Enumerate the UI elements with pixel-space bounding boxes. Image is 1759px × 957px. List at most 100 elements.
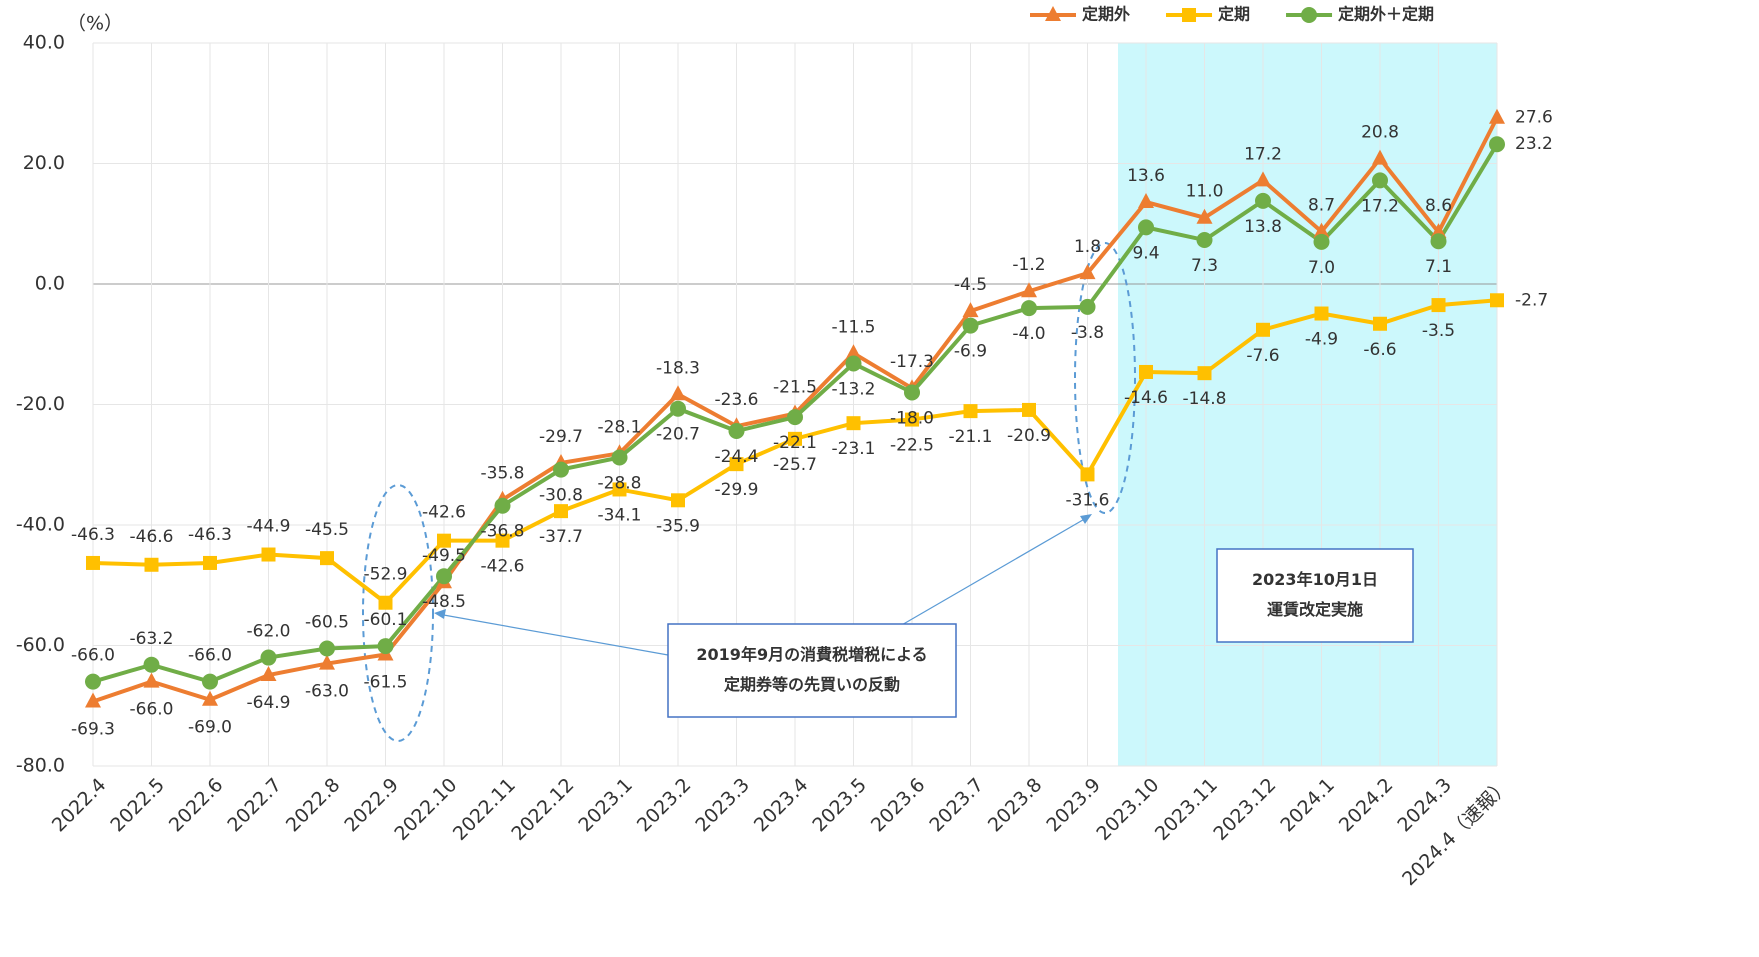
highlight-ellipse [362, 484, 434, 742]
annotation-box [1216, 548, 1414, 643]
data-label: -23.1 [832, 439, 876, 459]
marker [1490, 293, 1504, 308]
data-label: -35.9 [656, 516, 700, 536]
marker [1021, 300, 1037, 317]
data-label: 7.0 [1308, 258, 1335, 278]
marker [1022, 402, 1036, 417]
data-label: -21.1 [949, 427, 993, 447]
marker [260, 666, 277, 682]
data-label: 8.7 [1308, 196, 1335, 216]
data-label: -62.0 [247, 622, 291, 642]
marker [670, 385, 686, 401]
x-tick-label: 2022.8 [282, 774, 345, 837]
marker [1489, 136, 1505, 153]
data-label: -42.6 [481, 557, 525, 577]
data-label: -64.9 [247, 693, 291, 713]
data-label: -45.5 [305, 520, 349, 540]
data-label: -66.0 [71, 646, 115, 666]
data-label: -4.0 [1012, 324, 1045, 344]
data-label: -21.5 [773, 378, 817, 398]
marker [1489, 108, 1505, 124]
marker [1079, 264, 1096, 280]
data-label: -14.6 [1124, 388, 1168, 408]
y-tick-label: 0.0 [35, 273, 65, 295]
marker [1079, 298, 1096, 315]
data-label: -49.5 [422, 546, 466, 566]
data-label: -4.5 [954, 275, 987, 295]
x-tick-label: 2022.6 [165, 774, 228, 837]
data-label: 11.0 [1186, 182, 1224, 202]
marker [1021, 282, 1037, 298]
legend-label: 定期外 [1081, 5, 1130, 24]
marker [144, 557, 159, 572]
annotation-box [667, 623, 957, 718]
marker [85, 673, 101, 690]
marker [671, 493, 685, 508]
data-label: -60.1 [364, 610, 408, 630]
data-label: -14.8 [1183, 389, 1227, 409]
data-label: 17.2 [1244, 144, 1282, 164]
data-label: 20.8 [1361, 123, 1399, 143]
marker [203, 555, 217, 570]
x-tick-label: 2023.6 [867, 774, 930, 837]
data-label: -18.0 [890, 408, 934, 428]
marker [436, 568, 452, 585]
data-label: -13.2 [832, 380, 876, 400]
marker [437, 533, 451, 548]
marker [202, 690, 218, 706]
y-tick-label: -60.0 [16, 634, 65, 656]
marker [1301, 7, 1318, 23]
marker [1430, 233, 1447, 250]
arrow [899, 516, 1089, 627]
marker [1313, 233, 1330, 250]
data-label: -29.7 [539, 427, 583, 447]
data-label: -63.0 [305, 682, 349, 702]
x-tick-label: 2023.3 [691, 774, 754, 837]
annotation-text: 定期券等の先買いの反動 [723, 675, 900, 694]
data-label: -29.9 [715, 480, 759, 500]
marker [553, 461, 569, 478]
annotation-text: 2023年10月1日 [1252, 570, 1378, 589]
marker [729, 457, 744, 472]
marker [377, 638, 394, 655]
marker [1138, 193, 1154, 209]
marker [1080, 467, 1095, 482]
marker [787, 409, 803, 426]
marker [904, 384, 920, 401]
unit-label: （%） [67, 13, 123, 35]
x-tick-label: 2023.2 [633, 774, 696, 837]
arrowhead [1080, 514, 1092, 524]
marker [143, 656, 160, 673]
legend-label: 定期外＋定期 [1337, 5, 1434, 24]
x-tick-label: 2023.5 [808, 774, 871, 837]
data-label: -30.8 [539, 486, 583, 506]
data-label: -42.6 [422, 503, 466, 523]
marker [319, 640, 335, 657]
data-label: 7.1 [1425, 257, 1452, 277]
x-tick-label: 2022.11 [449, 774, 520, 845]
data-label: -1.2 [1012, 255, 1045, 275]
x-tick-label: 2022.10 [390, 774, 461, 845]
marker [495, 533, 510, 548]
marker [1197, 366, 1212, 381]
data-label: -69.0 [188, 718, 232, 738]
data-label: -7.6 [1246, 346, 1279, 366]
data-label: -25.7 [773, 455, 817, 475]
x-tick-label: 2023.4 [750, 774, 813, 837]
data-label: -18.3 [656, 358, 700, 378]
data-label: -52.9 [364, 565, 408, 585]
marker [1256, 322, 1270, 337]
marker [1314, 306, 1329, 321]
x-tick-label: 2023.12 [1209, 774, 1280, 845]
marker [845, 355, 862, 372]
data-label: -24.4 [715, 447, 759, 467]
x-tick-label: 2023.8 [984, 774, 1047, 837]
data-label: -34.1 [598, 505, 642, 525]
x-tick-label: 2022.7 [223, 774, 286, 837]
data-label: -37.7 [539, 527, 583, 547]
x-tick-label: 2024.4（速報） [1398, 774, 1514, 890]
marker [1196, 232, 1213, 249]
y-tick-label: -40.0 [16, 514, 65, 536]
data-label: -2.7 [1515, 290, 1548, 310]
x-tick-label: 2022.12 [507, 774, 578, 845]
